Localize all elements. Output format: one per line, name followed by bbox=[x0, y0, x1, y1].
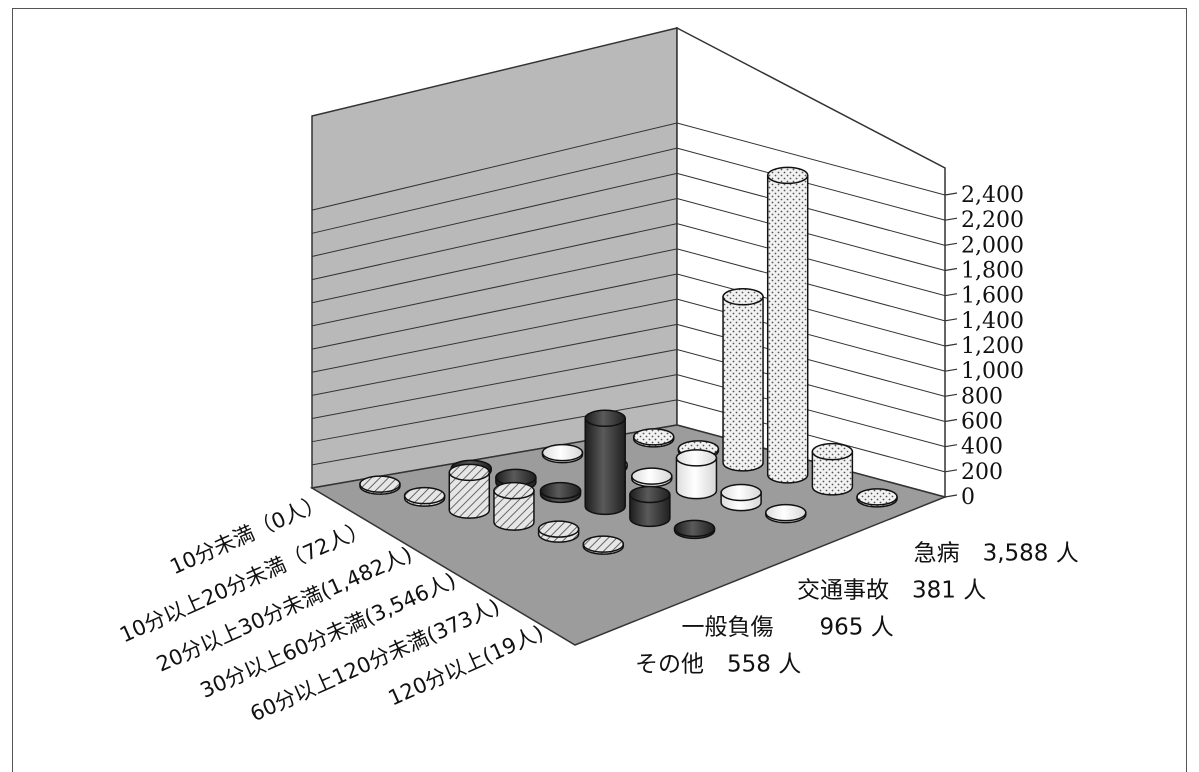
cylinder-交通事故-3 bbox=[675, 449, 718, 500]
gridline-side bbox=[676, 198, 946, 271]
side-wall bbox=[676, 26, 946, 498]
y-tick-mark bbox=[944, 293, 958, 297]
gridline-back bbox=[311, 147, 678, 234]
cylinder-その他-2 bbox=[448, 463, 491, 519]
gridline-side bbox=[676, 248, 946, 322]
cylinder-その他-5 bbox=[582, 535, 625, 555]
cylinder-その他-1 bbox=[403, 486, 446, 507]
cylinder-その他-4 bbox=[537, 520, 580, 543]
series-label: その他 558 人 bbox=[635, 652, 801, 678]
series-label: 一般負傷 965 人 bbox=[682, 615, 894, 641]
y-tick-label: 2,400 bbox=[961, 183, 1024, 208]
y-tick-label: 1,000 bbox=[961, 359, 1024, 384]
y-tick-mark bbox=[944, 368, 958, 372]
gridline-back bbox=[311, 399, 678, 466]
cylinder-一般負傷-2 bbox=[539, 481, 582, 504]
cylinder-急病-4 bbox=[811, 442, 854, 496]
gridline-side bbox=[676, 147, 946, 221]
y-tick-label: 1,200 bbox=[961, 334, 1024, 359]
cylinder-急病-2 bbox=[722, 288, 764, 472]
y-tick-mark bbox=[944, 217, 958, 221]
gridline-side bbox=[676, 349, 946, 422]
y-tick-mark bbox=[944, 318, 958, 322]
gridline-back bbox=[311, 248, 678, 327]
gridline-back bbox=[311, 223, 678, 304]
cylinder-その他-0 bbox=[359, 475, 401, 495]
y-tick-label: 1,400 bbox=[961, 309, 1024, 334]
gridline-side bbox=[676, 273, 946, 347]
series-label: 交通事故 381 人 bbox=[797, 578, 986, 604]
y-tick-mark bbox=[944, 418, 958, 423]
cylinder-交通事故-5 bbox=[765, 503, 807, 524]
cylinders bbox=[359, 166, 898, 555]
cylinder-急病-5 bbox=[856, 488, 898, 508]
gridline-side bbox=[676, 298, 946, 372]
y-tick-label: 1,800 bbox=[961, 259, 1024, 284]
y-tick-mark bbox=[944, 343, 958, 347]
gridline-side bbox=[676, 323, 946, 397]
series-label: 急病 3,588 人 bbox=[914, 541, 1079, 567]
y-tick-mark bbox=[944, 192, 958, 196]
gridline-back bbox=[311, 122, 678, 211]
y-tick-label: 0 bbox=[961, 485, 975, 510]
gridlines bbox=[311, 122, 946, 473]
y-tick-label: 800 bbox=[961, 384, 1003, 409]
gridline-side bbox=[676, 374, 946, 448]
y-tick-label: 600 bbox=[961, 410, 1003, 435]
gridline-back bbox=[311, 298, 678, 373]
y-axis-ticks: 02004006008001,0001,2001,4001,6001,8002,… bbox=[944, 183, 1024, 510]
cylinder-一般負傷-5 bbox=[673, 519, 716, 540]
gridline-side bbox=[676, 172, 946, 246]
y-tick-label: 2,000 bbox=[961, 233, 1024, 258]
gridline-back bbox=[311, 273, 678, 350]
gridline-back bbox=[311, 198, 678, 281]
cylinder-一般負傷-3 bbox=[584, 409, 626, 516]
y-tick-mark bbox=[944, 242, 958, 246]
y-tick-label: 1,600 bbox=[961, 284, 1024, 309]
gridline-back bbox=[311, 374, 678, 443]
gridline-side bbox=[676, 399, 946, 473]
cylinder-交通事故-4 bbox=[720, 483, 762, 512]
gridline-back bbox=[311, 349, 678, 420]
gridline-side bbox=[676, 122, 946, 196]
cylinder-急病-3 bbox=[766, 166, 809, 484]
y-tick-label: 2,200 bbox=[961, 208, 1024, 233]
y-tick-mark bbox=[944, 444, 958, 448]
cylinder-交通事故-2 bbox=[631, 467, 673, 488]
y-tick-label: 400 bbox=[961, 435, 1003, 460]
gridline-back bbox=[311, 172, 678, 257]
y-tick-mark bbox=[944, 494, 958, 498]
gridline-back bbox=[311, 323, 678, 396]
cylinder-交通事故-0 bbox=[541, 443, 584, 464]
y-tick-mark bbox=[944, 267, 958, 272]
y-tick-mark bbox=[944, 393, 958, 397]
y-tick-label: 200 bbox=[961, 460, 1003, 485]
gridline-side bbox=[676, 223, 946, 297]
cylinder-その他-3 bbox=[493, 481, 535, 531]
cylinder-一般負傷-4 bbox=[629, 485, 671, 528]
cylinder-急病-0 bbox=[632, 428, 675, 448]
y-tick-mark bbox=[944, 469, 958, 473]
